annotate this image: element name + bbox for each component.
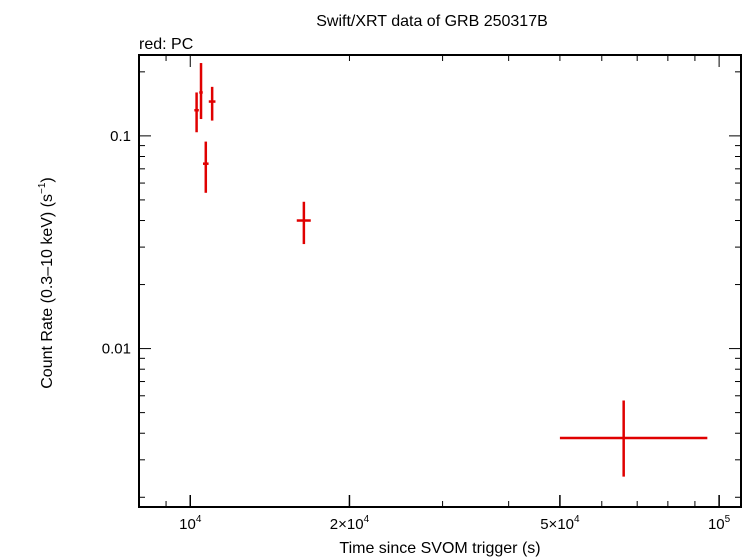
data-point bbox=[296, 201, 311, 245]
y-axis-label-sup: −1 bbox=[37, 182, 48, 194]
data-point bbox=[199, 63, 203, 120]
data-point bbox=[208, 86, 216, 121]
y-axis-label-close: ) bbox=[39, 177, 56, 182]
chart-title: Swift/XRT data of GRB 250317B bbox=[316, 13, 548, 30]
x-tick-label: 2×104 bbox=[330, 514, 370, 533]
y-tick-label: 0.01 bbox=[102, 341, 131, 358]
data-point bbox=[202, 141, 209, 193]
data-point bbox=[559, 400, 708, 477]
x-tick-label: 105 bbox=[708, 514, 731, 533]
minor-ticks bbox=[138, 55, 741, 507]
y-axis-label-main: Count Rate (0.3–10 keV) (s bbox=[39, 194, 56, 389]
y-axis-label: Count Rate (0.3–10 keV) (s−1) bbox=[37, 177, 56, 389]
x-axis-label: Time since SVOM trigger (s) bbox=[339, 540, 540, 557]
y-tick-label: 0.1 bbox=[110, 128, 131, 145]
data-point bbox=[194, 92, 199, 133]
x-tick-label: 104 bbox=[179, 514, 202, 533]
x-axis-ticks: 104 2×104 5×104 105 bbox=[179, 495, 731, 533]
data-series bbox=[194, 63, 708, 477]
y-axis-ticks: 0.1 0.01 bbox=[102, 128, 131, 358]
chart-subtitle: red: PC bbox=[139, 36, 193, 53]
plot-frame bbox=[138, 54, 742, 508]
x-tick-label: 5×104 bbox=[540, 514, 580, 533]
